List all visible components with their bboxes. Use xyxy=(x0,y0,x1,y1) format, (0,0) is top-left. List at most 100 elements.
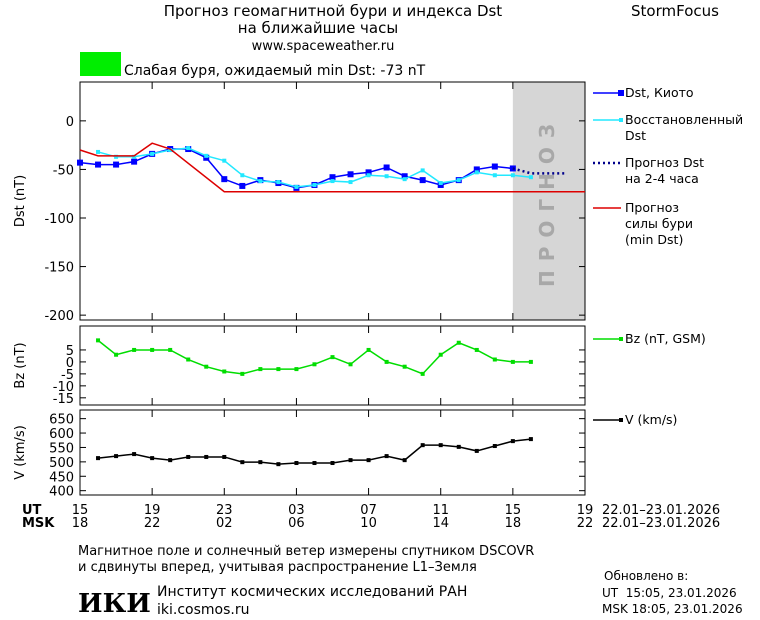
data-point xyxy=(186,357,191,362)
data-point xyxy=(131,158,138,165)
data-point xyxy=(150,151,155,156)
data-point xyxy=(204,364,209,369)
x-tick-label-msk: 22 xyxy=(144,516,161,531)
legend-entry: Dst, Киото xyxy=(625,85,694,100)
data-point xyxy=(366,347,371,352)
y-tick-label: 550 xyxy=(49,441,74,456)
data-point xyxy=(96,149,101,154)
data-point xyxy=(329,174,336,181)
x-tick-label-msk: 22 xyxy=(577,516,594,531)
data-point xyxy=(114,454,119,459)
data-point xyxy=(312,461,317,466)
x-tick-label: 23 xyxy=(216,503,233,518)
x-tick-label: 15 xyxy=(505,503,522,518)
status-swatch xyxy=(80,52,121,76)
data-point xyxy=(383,164,390,171)
data-point xyxy=(348,362,353,367)
data-point xyxy=(510,439,515,444)
y-tick-label: -200 xyxy=(44,309,74,324)
data-point xyxy=(294,461,299,466)
y-tick-label: 5 xyxy=(66,344,74,359)
y-tick-label: -150 xyxy=(44,261,74,276)
plot-frame xyxy=(79,325,586,406)
data-point xyxy=(132,347,137,352)
y-tick-label: -100 xyxy=(44,212,74,227)
forecast-label: ПРОГНОЗ xyxy=(535,115,559,287)
x-tick-label-msk: 18 xyxy=(72,516,89,531)
data-point xyxy=(438,181,443,186)
y-tick-label: 450 xyxy=(49,470,74,485)
data-point xyxy=(312,182,317,187)
series-line xyxy=(79,142,585,193)
data-point xyxy=(150,347,155,352)
plot-frame xyxy=(79,409,586,496)
brand: StormFocus xyxy=(631,2,719,20)
legend-marker xyxy=(619,337,623,341)
x-tick-label-msk: 10 xyxy=(360,516,377,531)
note: Магнитное поле и солнечный ветер измерен… xyxy=(78,544,534,559)
y-tick-label: -10 xyxy=(53,380,74,395)
x-tick-label-msk: 02 xyxy=(216,516,233,531)
date-range: 22.01–23.01.2026 xyxy=(602,516,720,531)
data-point xyxy=(528,359,533,364)
data-point xyxy=(95,161,102,168)
institute: Институт космических исследований РАН xyxy=(157,584,467,600)
data-point xyxy=(528,175,533,180)
legend-marker xyxy=(619,118,623,122)
x-axis-label: MSK xyxy=(22,516,55,531)
y-tick-label: 650 xyxy=(49,413,74,428)
y-tick-label: 400 xyxy=(49,485,74,500)
data-point xyxy=(473,166,480,173)
data-point xyxy=(366,173,371,178)
y-tick-label: -50 xyxy=(53,163,74,178)
data-point xyxy=(168,148,173,152)
x-axis-label: UT xyxy=(22,503,42,518)
data-point xyxy=(474,170,479,175)
data-point xyxy=(347,171,354,178)
legend-entry: Bz (nT, GSM) xyxy=(625,331,706,346)
y-tick-label: 0 xyxy=(66,356,74,371)
data-point xyxy=(258,460,263,465)
data-point xyxy=(402,177,407,182)
logo: ИКИ xyxy=(78,589,151,619)
forecast-zone xyxy=(512,82,585,320)
data-point xyxy=(491,163,498,170)
x-tick-label-msk: 14 xyxy=(432,516,449,531)
title: Прогноз геомагнитной бури и индекса Dst xyxy=(164,2,503,20)
data-point xyxy=(114,352,119,357)
site: iki.cosmos.ru xyxy=(157,602,249,618)
url: www.spaceweather.ru xyxy=(252,39,395,54)
data-point xyxy=(401,173,408,180)
data-point xyxy=(492,444,497,449)
data-point xyxy=(77,159,83,166)
data-point xyxy=(204,454,209,459)
data-point xyxy=(492,173,497,178)
x-tick-label-msk: 18 xyxy=(505,516,522,531)
x-tick-label: 19 xyxy=(144,503,161,518)
data-point xyxy=(474,347,479,352)
data-point xyxy=(419,177,426,184)
data-point xyxy=(96,456,101,461)
x-tick-label: 11 xyxy=(432,503,449,518)
series-line xyxy=(97,339,531,375)
legend-entry: V (km/s) xyxy=(625,412,678,427)
x-tick-label: 15 xyxy=(72,503,89,518)
y-tick-label: 0 xyxy=(66,115,74,130)
data-point xyxy=(240,173,245,178)
data-point xyxy=(384,359,389,364)
data-point xyxy=(456,178,461,183)
data-point xyxy=(258,367,263,372)
data-point xyxy=(438,443,443,448)
date-range: 22.01–23.01.2026 xyxy=(602,503,720,518)
data-point xyxy=(204,153,209,158)
data-point xyxy=(420,371,425,376)
legend-marker xyxy=(619,418,623,422)
y-tick-label: -5 xyxy=(61,368,74,383)
subtitle: на ближайшие часы xyxy=(238,19,398,37)
legend-marker xyxy=(618,90,624,96)
data-point xyxy=(365,169,372,176)
data-point xyxy=(330,179,335,184)
x-tick-label: 19 xyxy=(577,503,594,518)
data-point xyxy=(258,179,263,184)
data-point xyxy=(474,448,479,453)
